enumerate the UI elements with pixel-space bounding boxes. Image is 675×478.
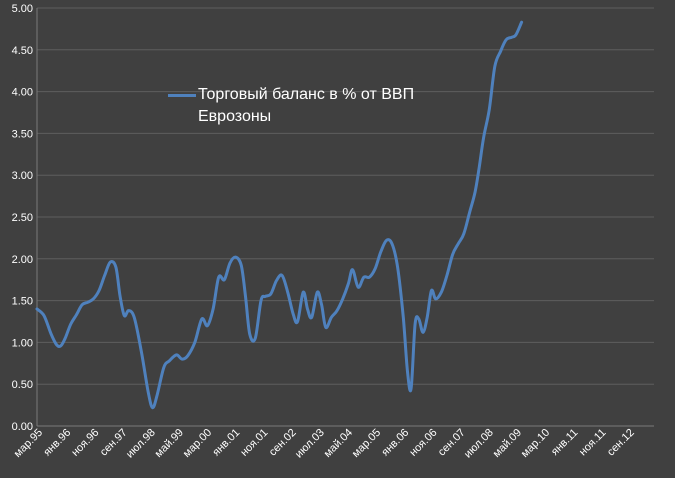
x-tick-label: янв.01 [210,427,242,459]
series-line [35,20,524,410]
x-tick-label: сен.12 [605,427,637,459]
x-tick-label: июл.03 [293,427,327,461]
x-tick-label: май.99 [153,427,186,460]
x-tick-label: июл.08 [462,427,496,461]
axes [36,8,654,427]
x-tick-label: янв.06 [379,427,411,459]
x-tick-label: июл.98 [124,427,158,461]
gridlines [37,7,654,385]
x-tick-label: ноя.06 [407,427,439,459]
x-tick-label: май.09 [491,427,524,460]
x-tick-label: мар.10 [519,427,552,460]
y-tick-label: 4.50 [12,45,33,57]
x-tick-label: мар.05 [350,427,383,460]
y-tick-label: 0.50 [12,379,33,391]
y-tick-labels: 0.00 0.50 1.00 1.50 2.00 2.50 3.00 3.50 4.00 4.50… [12,3,33,433]
y-tick-label: 3.50 [12,128,33,140]
y-tick-label: 1.00 [12,337,33,349]
x-tick-label: мар.00 [181,427,214,460]
x-tick-label: ноя.96 [69,427,101,459]
x-tick-label: янв.11 [549,427,580,458]
x-tick-label: янв.96 [41,427,73,459]
x-tick-labels: мар.95янв.96ноя.96сен.97июл.98май.99мар.… [12,427,637,461]
x-tick-label: ноя.11 [577,427,609,459]
x-tick-label: ноя.01 [238,427,270,459]
y-tick-label: 2.50 [12,212,33,224]
y-tick-label: 0.00 [12,421,33,433]
y-tick-label: 1.50 [12,296,33,308]
legend-label: Торговый баланс в % от ВВП Еврозоны [198,86,415,125]
series-lines [35,20,524,410]
y-tick-label: 5.00 [12,3,33,15]
y-tick-label: 4.00 [12,87,33,99]
x-tick-label: май.04 [322,427,355,460]
legend-swatch [168,94,196,97]
y-tick-label: 3.00 [12,170,33,182]
y-tick-label: 2.00 [12,254,33,266]
